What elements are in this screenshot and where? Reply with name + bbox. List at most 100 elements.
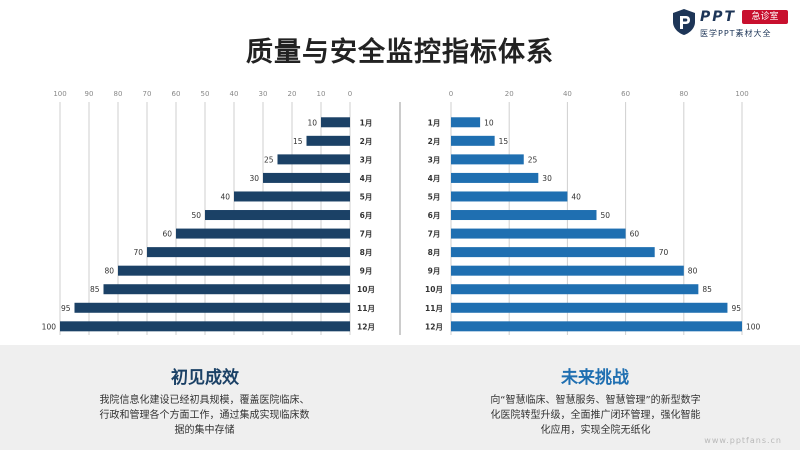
right-bar-6月 [451,210,597,221]
left-bar-6月 [205,210,350,221]
right-bar-8月 [451,247,655,258]
left-data-label: 10 [307,118,317,127]
left-category-label: 5月 [360,192,373,201]
left-x-tick-label: 0 [348,90,352,98]
right-bar-9月 [451,265,684,276]
left-x-tick-label: 80 [114,90,123,98]
right-data-label: 50 [601,211,611,220]
right-bar-10月 [451,284,699,295]
right-bar-5月 [451,191,568,202]
right-bar-chart: 0 20 40 60 80 100 10 1月 15 2月 25 3月 30 4月 40 5月 50 6月 60 7月… [425,90,761,335]
right-data-label: 30 [542,174,552,183]
right-panel-text: 向“智慧临床、智慧服务、智慧管理”的新型数字化医院转型升级，全面推广闭环管理，强… [490,395,701,436]
right-bar-2月 [451,135,495,146]
right-x-tick-label: 80 [679,90,688,98]
left-data-label: 60 [162,230,172,239]
logo-subtitle: 医学PPT素材大全 [700,29,772,38]
right-data-label: 70 [659,248,669,257]
left-category-label: 2月 [360,137,373,146]
left-data-label: 95 [61,304,71,313]
left-bar-5月 [234,191,350,202]
left-x-tick-label: 70 [143,90,152,98]
right-x-tick-label: 100 [735,90,748,98]
right-data-label: 85 [702,285,712,294]
right-bar-7月 [451,228,626,239]
left-data-label: 15 [293,137,303,146]
left-bar-12月 [60,321,350,332]
left-data-label: 40 [220,192,230,201]
right-x-tick-label: 0 [449,90,453,98]
left-data-label: 25 [264,155,274,164]
left-bar-7月 [176,228,350,239]
left-panel-heading: 初见成效 [171,368,239,388]
right-bar-1月 [451,117,481,128]
left-data-label: 50 [191,211,201,220]
left-category-label: 1月 [360,118,373,127]
logo-badge: 急诊室 [742,10,788,24]
left-bar-11月 [74,302,350,313]
left-data-label: 70 [133,248,143,257]
left-bar-2月 [306,135,350,146]
left-category-label: 12月 [357,322,375,331]
right-bar-12月 [451,321,742,332]
right-panel-heading: 未来挑战 [561,368,629,388]
left-x-tick-label: 50 [201,90,210,98]
right-category-label: 7月 [428,230,441,239]
right-data-label: 25 [528,155,538,164]
right-data-label: 95 [731,304,741,313]
right-data-label: 60 [630,230,640,239]
right-data-label: 80 [688,267,698,276]
right-category-label: 2月 [428,137,441,146]
left-data-label: 80 [104,267,114,276]
left-data-label: 30 [249,174,259,183]
left-data-label: 85 [90,285,100,294]
right-x-tick-label: 20 [505,90,514,98]
right-bar-3月 [451,154,524,165]
left-x-tick-label: 20 [288,90,297,98]
left-data-label: 100 [42,322,57,331]
left-category-label: 4月 [360,174,373,183]
right-category-label: 5月 [428,192,441,201]
left-x-tick-label: 40 [230,90,239,98]
left-bar-3月 [277,154,350,165]
right-category-label: 1月 [428,118,441,127]
left-x-tick-label: 10 [317,90,326,98]
page-title: 质量与安全监控指标体系 [246,37,554,68]
left-bar-9月 [118,265,350,276]
left-x-tick-label: 90 [85,90,94,98]
right-category-label: 4月 [428,174,441,183]
right-data-label: 100 [746,322,761,331]
right-category-label: 12月 [425,322,443,331]
left-category-label: 6月 [360,211,373,220]
left-x-tick-label: 100 [53,90,66,98]
right-category-label: 3月 [428,155,441,164]
right-data-label: 40 [571,192,581,201]
right-data-label: 15 [499,137,509,146]
brand-logo: PPT 急诊室 医学PPT素材大全 [672,8,790,42]
left-category-label: 3月 [360,155,373,164]
right-x-tick-label: 40 [563,90,572,98]
shield-logo-icon [673,9,695,35]
left-category-label: 8月 [360,248,373,257]
right-x-tick-label: 60 [621,90,630,98]
logo-mark: PPT [700,9,737,25]
left-panel-text: 我院信息化建设已经初具规模，覆盖医院临床、行政和管理各个方面工作，通过集成实现临… [99,395,310,436]
right-bar-11月 [451,302,728,313]
left-x-tick-label: 60 [172,90,181,98]
left-bar-8月 [147,247,350,258]
left-category-label: 11月 [357,304,375,313]
left-x-tick-label: 30 [259,90,268,98]
bottom-summary-panel: 初见成效 我院信息化建设已经初具规模，覆盖医院临床、行政和管理各个方面工作，通过… [0,345,800,450]
right-category-label: 8月 [428,248,441,257]
left-bar-10月 [103,284,350,295]
right-bar-4月 [451,172,539,183]
left-category-label: 9月 [360,267,373,276]
right-category-label: 9月 [428,267,441,276]
right-category-label: 10月 [425,285,443,294]
right-category-label: 6月 [428,211,441,220]
left-category-label: 10月 [357,285,375,294]
watermark: www.pptfans.cn [704,436,782,445]
right-category-label: 11月 [425,304,443,313]
